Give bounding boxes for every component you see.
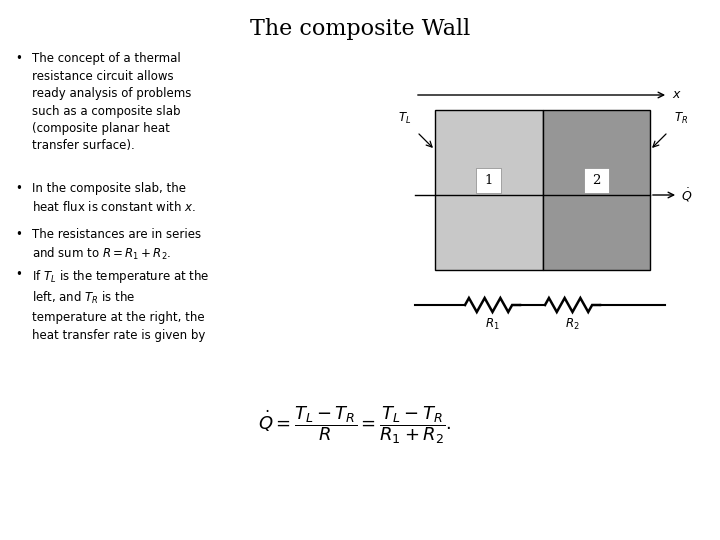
Bar xyxy=(476,167,501,192)
Text: $T_L$: $T_L$ xyxy=(397,111,411,126)
Text: •: • xyxy=(15,228,22,241)
Bar xyxy=(435,110,542,270)
Text: $R_1$: $R_1$ xyxy=(485,317,500,332)
Text: The composite Wall: The composite Wall xyxy=(250,18,470,40)
Text: •: • xyxy=(15,268,22,281)
Text: In the composite slab, the
heat flux is constant with $x$.: In the composite slab, the heat flux is … xyxy=(32,182,196,214)
Text: The concept of a thermal
resistance circuit allows
ready analysis of problems
su: The concept of a thermal resistance circ… xyxy=(32,52,192,152)
Text: $\dot{Q} = \dfrac{T_L - T_R}{R} = \dfrac{T_L - T_R}{R_1 + R_2}.$: $\dot{Q} = \dfrac{T_L - T_R}{R} = \dfrac… xyxy=(258,404,452,446)
Text: $T_R$: $T_R$ xyxy=(674,111,688,126)
Bar xyxy=(584,167,608,192)
Text: $\dot{Q}$: $\dot{Q}$ xyxy=(681,186,693,204)
Text: •: • xyxy=(15,52,22,65)
Text: If $T_L$ is the temperature at the
left, and $T_R$ is the
temperature at the rig: If $T_L$ is the temperature at the left,… xyxy=(32,268,210,341)
Text: •: • xyxy=(15,182,22,195)
Text: $x$: $x$ xyxy=(672,89,682,102)
Text: The resistances are in series
and sum to $R = R_1 + R_2$.: The resistances are in series and sum to… xyxy=(32,228,201,262)
Text: 1: 1 xyxy=(485,173,493,186)
Bar xyxy=(542,110,650,270)
Text: 2: 2 xyxy=(592,173,600,186)
Text: $R_2$: $R_2$ xyxy=(565,317,580,332)
